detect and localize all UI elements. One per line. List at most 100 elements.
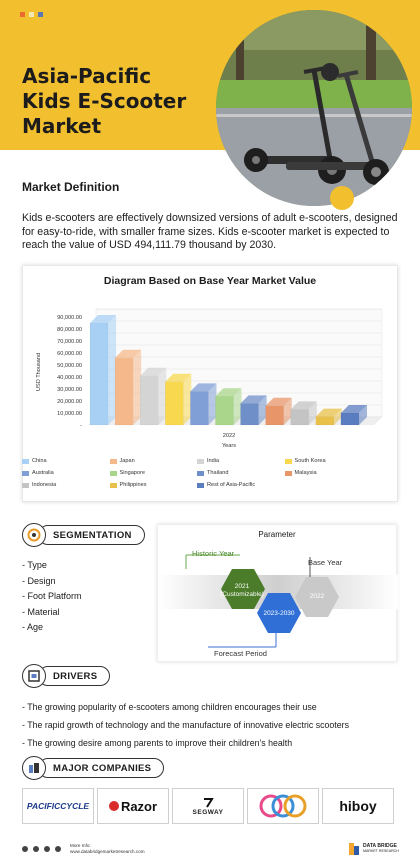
legend-label: Australia [32,470,54,476]
legend-swatch [22,458,29,464]
legend-item: Japan [109,456,198,466]
list-item: The growing desire among parents to impr… [22,734,349,752]
brand-name: DATA BRIDGE MARKET RESEARCH [363,843,399,855]
forecast-period-value: 2023-2030 [263,610,295,617]
list-item: Design [22,574,82,590]
historic-year-label: Historic Year [192,549,235,558]
drivers-header: DRIVERS [22,664,111,688]
y-axis-label: USD Thousand [36,353,42,391]
list-item: The rapid growth of technology and the m… [22,716,349,734]
share-icon[interactable] [22,846,28,852]
brand-line: MARKET RESEARCH [363,849,399,853]
legend-label: Japan [119,458,135,464]
razor-mark-icon [108,801,119,811]
instagram-icon[interactable] [55,846,61,852]
more-info-label: More Info: [70,843,91,848]
base-year-label: Base Year [308,558,343,567]
list-item: Foot Platform [22,589,82,605]
legend-item: Philippines [109,480,198,490]
legend-item: Singapore [109,468,198,478]
bar [215,395,234,426]
bar-chart: - 10,000.00 20,000.00 30,000.00 40,000.00 50,… [36,308,383,449]
company-logos: PACIFICCYCLE Razor SEGWAY hiboy [22,788,394,824]
bar-top [190,383,217,392]
bar-side [283,397,292,425]
bar-side [258,395,267,425]
drivers-icon [22,664,46,688]
brand-mark-icon [349,843,359,855]
legend-item: Thailand [197,468,285,478]
y-tick-label: 30,000.00 [57,387,82,393]
brand-logo: DATA BRIDGE MARKET RESEARCH [348,842,399,856]
segway-mark-icon [204,797,214,808]
chart-title: Diagram Based on Base Year Market Value [103,275,317,287]
segmentation-heading: SEGMENTATION [38,525,145,545]
legend-swatch [197,458,204,464]
bar-side [108,315,117,425]
legend-item: South Korea [284,456,373,466]
y-tick-label: 70,000.00 [57,339,82,345]
legend-item: Rest of Asia-Pacific [197,480,285,490]
parameter-diagram [158,554,398,648]
x-tick-label: 2022 [223,433,235,439]
logo-text: PACIFICCYCLE [26,801,90,811]
list-item: Age [22,620,82,636]
page-title: Asia-Pacific Kids E-Scooter Market [22,64,222,139]
logo-text: Razor [120,798,158,814]
definition-heading: Market Definition [22,180,120,194]
legend-label: Malaysia [294,470,317,476]
chart-legend: China Japan India South Korea Australia Singa… [22,456,372,490]
decor-dot [29,12,34,17]
y-tick-label: 20,000.00 [57,399,82,405]
x-axis-label: Years [222,443,236,449]
legend-swatch [22,470,29,476]
bar-side [308,401,317,425]
social-icons [22,846,61,852]
logo-text: SEGWAY [192,808,224,816]
legend-item: India [197,456,285,466]
twitter-icon[interactable] [44,846,50,852]
title-line: Kids E-Scooter [22,89,187,113]
bar-top [340,405,367,413]
facebook-icon[interactable] [33,846,39,852]
more-info: More Info: www.databridgemarketresearch.… [70,843,145,854]
legend-swatch [197,470,204,476]
bar-top [140,367,167,376]
y-tick-label: 90,000.00 [57,315,82,321]
historic-year-value: 2021 (Customizable) [220,583,264,598]
legend-swatch [109,470,117,476]
bar-top [265,397,292,406]
bar [114,357,134,426]
bar-side [333,408,342,425]
legend-item: Indonesia [22,480,110,490]
legend-swatch [284,470,292,476]
legend-label: Singapore [119,470,146,476]
bar [139,375,159,426]
website-link[interactable]: www.databridgemarketresearch.com [70,848,145,854]
legend-item: China [22,456,110,466]
legend-label: Philippines [119,482,147,488]
bar [315,416,335,426]
legend-label: Rest of Asia-Pacific [207,482,256,488]
decor-dot [38,12,43,17]
bar [165,381,184,426]
drivers-heading: DRIVERS [38,666,111,686]
bar-side [233,388,242,425]
parameter-title: Parameter [258,530,296,539]
y-tick-label: 80,000.00 [57,327,82,333]
decor-circle [330,186,354,210]
y-tick-label: 10,000.00 [57,411,82,417]
legend-swatch [109,458,117,464]
logo-text: hiboy [339,798,377,814]
bar-side [158,367,167,425]
logo-kids-figures [247,788,319,824]
legend-swatch [284,458,292,464]
logo-pacific-cycle: PACIFICCYCLE [22,788,94,824]
companies-heading: MAJOR COMPANIES [38,758,165,778]
companies-header: MAJOR COMPANIES [22,756,165,780]
title-line: Market [22,114,102,138]
legend-label: Indonesia [32,482,57,488]
footer: More Info: www.databridgemarketresearch.… [0,838,420,864]
segmentation-list: Type Design Foot Platform Material Age [22,558,82,636]
segmentation-header: SEGMENTATION [22,523,145,547]
